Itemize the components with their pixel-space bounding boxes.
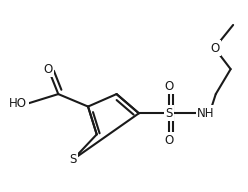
Text: O: O (44, 63, 53, 76)
Text: HO: HO (9, 97, 27, 110)
Text: NH: NH (197, 107, 215, 120)
Text: S: S (69, 153, 77, 166)
Text: S: S (165, 107, 172, 120)
Text: O: O (210, 41, 219, 55)
Text: O: O (164, 134, 173, 147)
Text: O: O (164, 80, 173, 93)
